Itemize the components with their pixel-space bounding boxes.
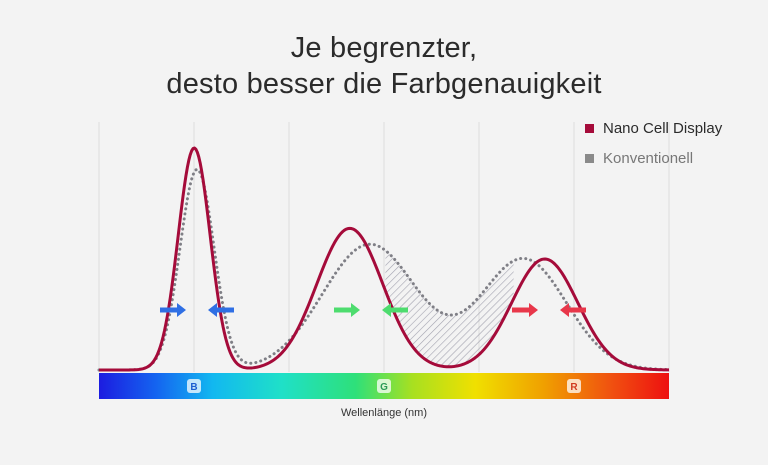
shift-arrows xyxy=(160,303,586,317)
svg-text:B: B xyxy=(190,382,197,393)
band-label-b: B xyxy=(187,379,201,393)
legend: Nano Cell Display Konventionell xyxy=(585,120,723,167)
arrow-blue-left xyxy=(208,303,234,317)
legend-label: Konventionell xyxy=(603,150,693,167)
arrow-green-right xyxy=(334,303,360,317)
legend-swatch xyxy=(585,124,594,133)
band-label-r: R xyxy=(567,379,581,393)
grid-lines xyxy=(98,122,670,372)
arrow-red-right xyxy=(512,303,538,317)
difference-hatch-area xyxy=(385,250,514,367)
legend-item-0: Nano Cell Display xyxy=(585,120,723,137)
series-lines xyxy=(97,146,671,372)
chart-title-line-2: desto besser die Farbgenauigkeit xyxy=(166,68,602,100)
arrow-red-left xyxy=(560,303,586,317)
chart-title-line-1: Je begrenzter, xyxy=(290,32,478,64)
arrow-green-left xyxy=(382,303,408,317)
svg-text:G: G xyxy=(380,382,388,393)
legend-swatch xyxy=(585,154,594,163)
band-label-g: G xyxy=(377,379,391,393)
hatch-region xyxy=(385,250,514,367)
series-line-konventionell xyxy=(97,167,671,372)
series-line-nano-cell xyxy=(98,146,670,372)
legend-label: Nano Cell Display xyxy=(603,120,723,137)
svg-text:R: R xyxy=(570,382,578,393)
legend-item-1: Konventionell xyxy=(585,150,693,167)
arrow-blue-right xyxy=(160,303,186,317)
x-axis-label: Wellenlänge (nm) xyxy=(341,407,427,419)
